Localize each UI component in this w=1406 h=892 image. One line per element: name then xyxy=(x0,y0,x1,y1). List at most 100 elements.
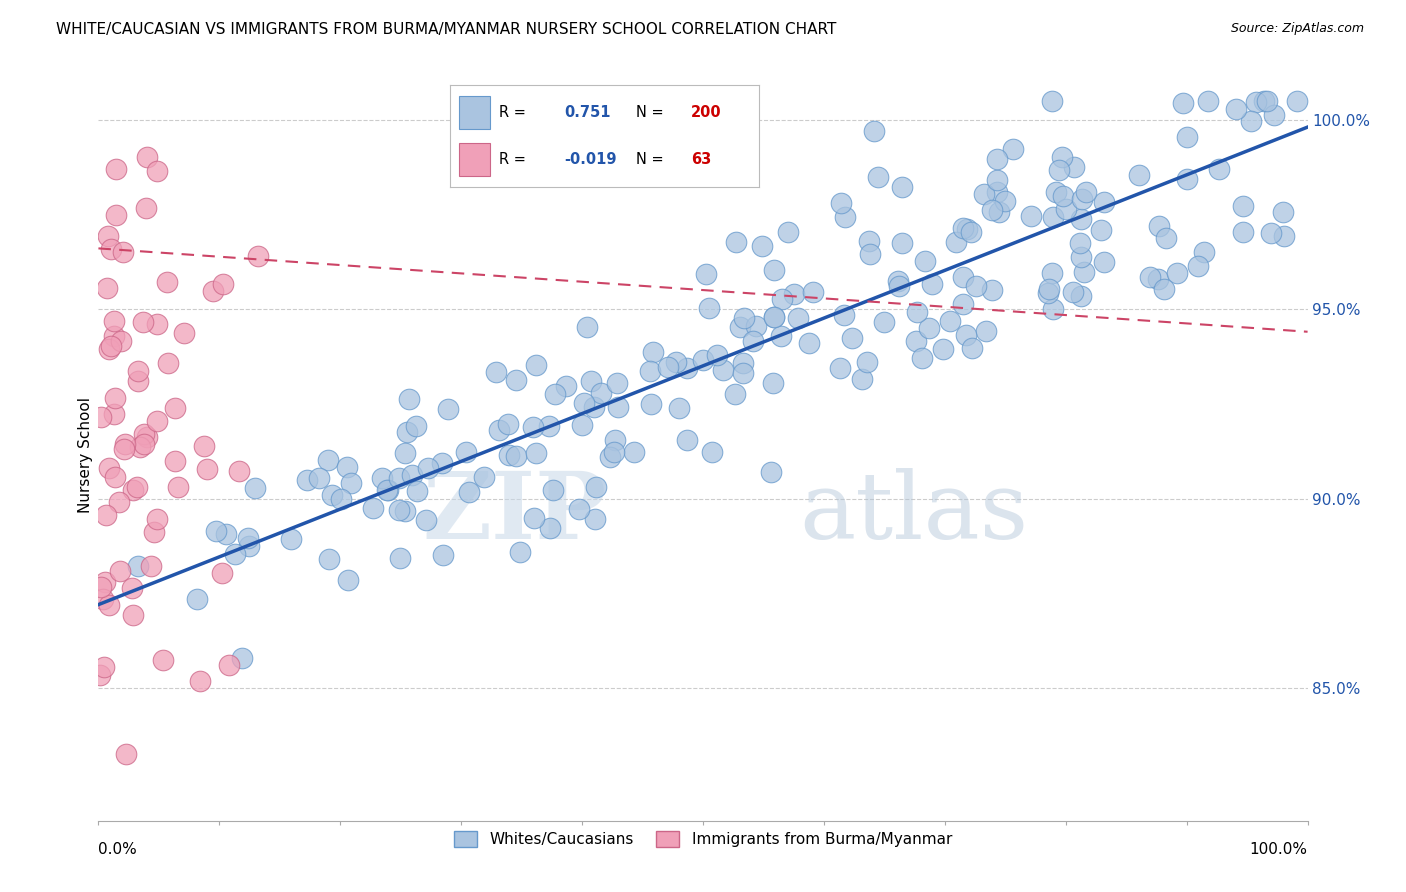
Point xyxy=(762,376,785,390)
Point xyxy=(832,308,855,322)
Point xyxy=(1019,209,1042,223)
Point xyxy=(474,470,496,484)
Point xyxy=(395,425,418,440)
Point xyxy=(770,328,793,343)
Point xyxy=(505,449,527,463)
Point xyxy=(128,440,150,454)
Point xyxy=(336,459,359,474)
Point xyxy=(388,551,411,566)
Point xyxy=(139,558,162,573)
Point xyxy=(163,454,186,468)
Point xyxy=(246,249,269,263)
Point xyxy=(432,548,454,562)
Point xyxy=(830,361,852,376)
Point xyxy=(1286,94,1309,108)
Point xyxy=(142,525,165,540)
Point xyxy=(1092,255,1115,269)
Point xyxy=(1153,281,1175,295)
Point xyxy=(167,481,190,495)
Point xyxy=(607,400,630,414)
Point xyxy=(583,512,606,526)
Point xyxy=(1038,282,1060,296)
Point xyxy=(675,361,697,376)
Point xyxy=(105,162,128,177)
Point xyxy=(108,564,131,578)
Point xyxy=(509,544,531,558)
Point xyxy=(1071,192,1094,206)
Point xyxy=(104,391,127,405)
Point xyxy=(524,358,547,372)
Point xyxy=(318,551,340,566)
Point xyxy=(371,471,394,485)
Point xyxy=(388,503,411,517)
Point xyxy=(1263,108,1285,122)
Text: Source: ZipAtlas.com: Source: ZipAtlas.com xyxy=(1230,22,1364,36)
Point xyxy=(1256,94,1278,108)
Text: ZIP: ZIP xyxy=(422,468,606,558)
Point xyxy=(770,292,793,306)
Point xyxy=(973,186,995,201)
Point xyxy=(1187,259,1209,273)
Point xyxy=(568,501,591,516)
Y-axis label: Nursery School: Nursery School xyxy=(77,397,93,513)
Point xyxy=(280,532,302,546)
Point xyxy=(224,547,246,561)
Point xyxy=(1050,150,1073,164)
Point xyxy=(122,483,145,497)
Point xyxy=(538,419,561,434)
Point xyxy=(858,247,880,261)
Point xyxy=(329,491,352,506)
Point xyxy=(1192,244,1215,259)
Point xyxy=(201,285,224,299)
Text: 200: 200 xyxy=(692,105,721,120)
Point xyxy=(887,274,910,288)
Point xyxy=(212,277,235,292)
Point xyxy=(157,356,180,370)
Point xyxy=(96,281,118,295)
Point xyxy=(576,319,599,334)
Point xyxy=(416,460,439,475)
Point xyxy=(868,170,890,185)
Point xyxy=(725,235,748,249)
Point xyxy=(97,598,120,612)
Point xyxy=(763,310,786,324)
Point xyxy=(851,372,873,386)
Point xyxy=(100,242,122,256)
Point xyxy=(956,222,979,236)
Point xyxy=(763,263,786,277)
Point xyxy=(571,418,593,433)
Point xyxy=(589,385,612,400)
Point xyxy=(692,352,714,367)
Point xyxy=(505,373,527,387)
Point xyxy=(103,314,125,328)
Point xyxy=(955,328,977,343)
Point xyxy=(103,328,125,343)
Point xyxy=(205,524,228,538)
Point xyxy=(965,278,987,293)
Point xyxy=(1042,302,1064,317)
Point xyxy=(1175,129,1198,144)
Point xyxy=(1070,250,1092,264)
Point xyxy=(572,396,595,410)
Text: 63: 63 xyxy=(692,153,711,167)
Point xyxy=(1128,168,1150,182)
Point xyxy=(394,503,416,517)
Point xyxy=(405,483,427,498)
Point xyxy=(856,354,879,368)
Point xyxy=(1246,95,1268,109)
Point xyxy=(1045,185,1067,199)
Point xyxy=(606,376,628,390)
Point xyxy=(939,314,962,328)
Point xyxy=(700,445,723,459)
Text: R =: R = xyxy=(499,153,526,167)
Point xyxy=(1054,202,1077,216)
Point xyxy=(238,531,260,545)
Point xyxy=(905,304,928,318)
Point xyxy=(981,283,1004,297)
Point xyxy=(1171,95,1194,110)
Point xyxy=(111,244,134,259)
Point xyxy=(363,500,385,515)
Point xyxy=(308,471,330,485)
Point xyxy=(986,173,1008,187)
Point xyxy=(889,279,911,293)
